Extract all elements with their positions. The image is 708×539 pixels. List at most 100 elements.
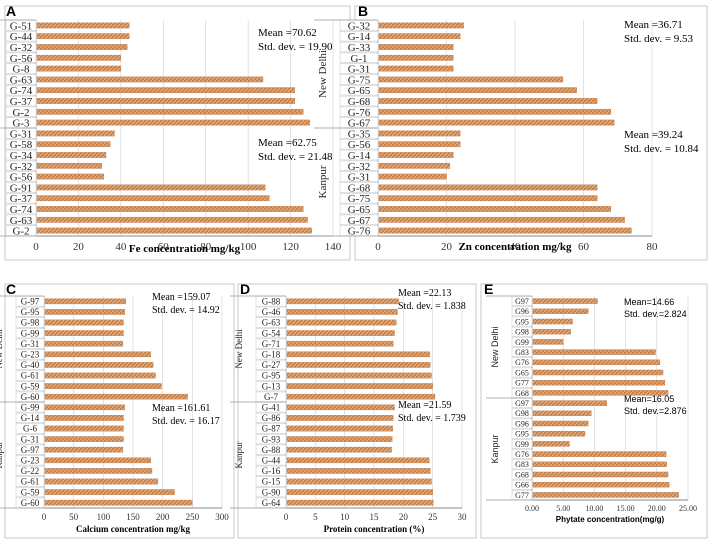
bar: [44, 404, 125, 411]
category-label: G-37: [10, 96, 33, 108]
bar: [378, 54, 454, 61]
bar: [378, 33, 461, 40]
category-label-box: [511, 428, 533, 439]
category-label-box: [5, 52, 37, 64]
mean-annotation: Mean=16.05: [624, 394, 674, 404]
category-label: G-64: [262, 498, 281, 508]
category-label: G-90: [262, 487, 281, 497]
category-label-box: [255, 412, 287, 424]
category-label: G-75: [348, 74, 371, 86]
bar: [44, 478, 159, 485]
category-label: G95: [515, 430, 529, 439]
category-label-box: [5, 85, 37, 96]
panel-letter: E: [484, 281, 493, 297]
x-tick-label: 20: [441, 241, 453, 253]
category-label-box: [255, 359, 287, 371]
x-tick-label: 0: [33, 241, 39, 253]
category-label: G68: [515, 389, 529, 398]
sd-annotation: Std. dev. = 1.739: [398, 413, 466, 424]
category-label-box: [5, 95, 37, 107]
category-label: G-31: [21, 434, 40, 444]
category-label-box: [255, 402, 287, 413]
category-label-box: [255, 380, 287, 392]
category-label: G-23: [21, 350, 40, 360]
category-label-box: [339, 41, 379, 53]
category-label-box: [5, 41, 37, 53]
x-tick-label: 100: [97, 512, 111, 522]
category-label-box: [5, 63, 37, 74]
x-axis-title: Phytate concentration(mg/g): [556, 515, 665, 524]
mean-annotation: Mean =21.59: [398, 400, 451, 411]
category-label: G-87: [262, 424, 281, 434]
category-label: G-86: [262, 413, 281, 423]
bar: [44, 340, 124, 347]
bar: [36, 98, 295, 104]
category-label: G-60: [21, 392, 40, 402]
category-label: G-31: [21, 339, 40, 349]
category-label-box: [339, 128, 379, 139]
category-label-box: [5, 74, 37, 85]
bar: [44, 330, 124, 336]
bar: [36, 206, 304, 212]
category-label: G-56: [10, 172, 33, 184]
bar: [36, 184, 266, 191]
x-tick-label: 250: [186, 512, 200, 522]
bar: [378, 162, 451, 169]
x-tick-label: 15.00: [617, 504, 635, 513]
category-label-box: [339, 225, 379, 236]
bar: [532, 471, 669, 478]
bar: [286, 393, 436, 400]
category-label-box: [15, 306, 45, 318]
x-tick-label: 60: [578, 241, 590, 253]
x-tick-label: 40: [510, 241, 522, 253]
sd-annotation: Std. dev. = 19.90: [258, 41, 333, 53]
category-label-box: [5, 225, 37, 236]
category-label: G-95: [21, 307, 40, 317]
category-label: G-46: [262, 307, 281, 317]
category-label: G-97: [21, 297, 40, 307]
category-label: G83: [515, 348, 529, 357]
category-label-box: [339, 20, 379, 31]
bar: [286, 489, 433, 495]
category-label: G76: [515, 450, 529, 459]
chart-panel-a: A 0 20 40 60 80 100 120 140 Fe concentration mg/k…: [0, 3, 351, 261]
category-label: G-99: [21, 328, 40, 338]
mean-annotation: Mean =39.24: [624, 129, 683, 141]
bar: [378, 44, 454, 50]
bar: [286, 404, 395, 411]
bar: [36, 76, 264, 83]
bar: [36, 130, 115, 137]
sd-annotation: Std. dev. = 16.17: [152, 416, 220, 427]
category-label: G-31: [10, 128, 33, 140]
bar: [378, 184, 598, 191]
mean-annotation: Mean =161.61: [152, 403, 210, 414]
category-label: G68: [515, 470, 529, 479]
bar: [378, 108, 612, 115]
x-tick-label: 10: [340, 512, 350, 522]
bar: [532, 461, 667, 467]
bar: [532, 318, 573, 325]
bar: [286, 468, 431, 474]
category-label-box: [5, 117, 37, 128]
category-label: G97: [515, 297, 529, 306]
bar: [36, 108, 304, 115]
category-label-box: [511, 377, 533, 388]
category-label: G-74: [10, 85, 33, 97]
category-label: G-98: [21, 318, 40, 328]
bar: [532, 308, 589, 314]
bar: [378, 195, 598, 202]
category-label-box: [15, 349, 45, 360]
category-label-box: [339, 63, 379, 74]
x-tick-label: 140: [325, 241, 342, 253]
category-label-box: [15, 317, 45, 328]
sd-annotation: Std. dev.=2.876: [624, 406, 687, 416]
category-label-box: [5, 171, 37, 182]
bar: [532, 369, 664, 376]
category-label: G-2: [12, 107, 29, 119]
category-label-box: [255, 338, 287, 349]
bar: [44, 319, 124, 326]
bar: [44, 436, 124, 442]
bar: [44, 383, 162, 389]
category-label-box: [15, 402, 45, 413]
bar: [36, 119, 310, 126]
